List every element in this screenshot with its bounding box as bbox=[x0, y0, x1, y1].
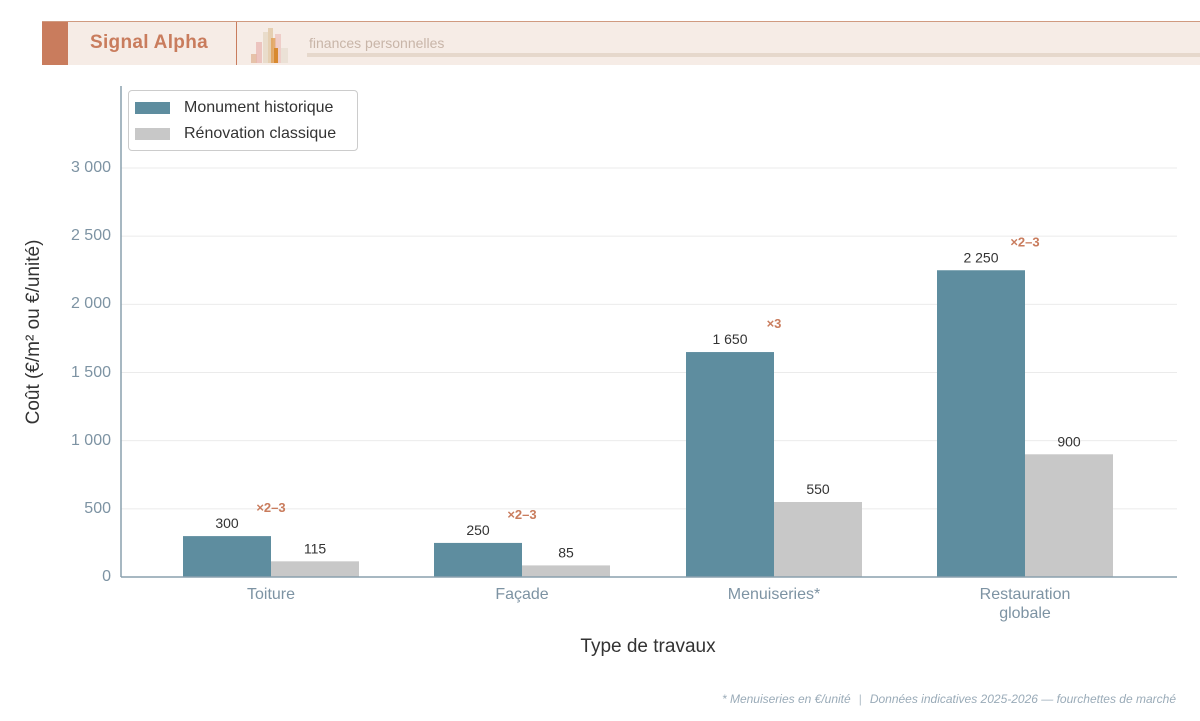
bar-monument bbox=[183, 536, 271, 577]
multiplier-annotation: ×2–3 bbox=[1010, 234, 1039, 249]
brand-name: Signal Alpha bbox=[90, 32, 208, 53]
y-axis-label: Coût (€/m² ou €/unité) bbox=[23, 239, 44, 425]
footer-separator: | bbox=[858, 692, 862, 706]
bar-value-label: 250 bbox=[466, 522, 490, 538]
bar-value-label: 1 650 bbox=[712, 331, 747, 347]
multiplier-annotation: ×3 bbox=[767, 316, 782, 331]
bar-monument bbox=[434, 542, 522, 577]
x-tick-label: Façade bbox=[495, 586, 549, 603]
bar-classique bbox=[1025, 454, 1113, 577]
bar-classique bbox=[522, 565, 610, 577]
bar-classique bbox=[271, 561, 359, 577]
bar-classique bbox=[774, 502, 862, 577]
bar-monument bbox=[937, 270, 1025, 577]
y-tick-label: 2 500 bbox=[70, 227, 111, 245]
bar-value-label: 900 bbox=[1057, 433, 1081, 449]
legend-item-classique: Rénovation classique bbox=[135, 123, 336, 145]
legend-label: Monument historique bbox=[184, 99, 334, 116]
bar-value-label: 550 bbox=[806, 481, 830, 497]
legend-swatch-monument bbox=[135, 102, 170, 114]
data-source: Données indicatives 2025-2026 — fourchet… bbox=[869, 692, 1176, 706]
y-tick-label: 500 bbox=[84, 499, 111, 517]
tagline: finances personnelles bbox=[309, 35, 445, 51]
y-tick-label: 3 000 bbox=[70, 159, 111, 176]
y-tick-label: 2 000 bbox=[70, 295, 111, 313]
footnote: * Menuiseries en €/unité bbox=[721, 692, 851, 706]
x-axis-label: Type de travaux bbox=[580, 636, 716, 657]
y-tick-label: 1 000 bbox=[70, 431, 111, 449]
bar-value-label: 2 250 bbox=[963, 249, 998, 265]
y-tick-label: 0 bbox=[102, 568, 111, 585]
legend-swatch-classique bbox=[135, 128, 170, 140]
app-header: Signal Alpha finances personnelles bbox=[42, 21, 1200, 65]
legend: Monument historique Rénovation classique bbox=[128, 90, 358, 151]
header-accent bbox=[42, 22, 68, 65]
bar-value-label: 85 bbox=[558, 544, 574, 560]
x-tick-label: Restauration globale bbox=[979, 586, 1071, 622]
legend-label: Rénovation classique bbox=[184, 125, 337, 142]
bar-value-label: 300 bbox=[215, 515, 239, 531]
y-tick-label: 1 500 bbox=[70, 363, 111, 381]
chart-footer: * Menuiseries en €/unité | Données indicat… bbox=[722, 692, 1176, 706]
x-tick-label: Toiture bbox=[246, 586, 296, 603]
bar-value-label: 115 bbox=[304, 540, 327, 556]
x-tick-label: Menuiseries* bbox=[727, 586, 821, 603]
bar-monument bbox=[686, 352, 774, 577]
multiplier-annotation: ×2–3 bbox=[507, 507, 536, 522]
multiplier-annotation: ×2–3 bbox=[256, 500, 285, 515]
header-divider bbox=[236, 22, 237, 65]
tagline-rule bbox=[307, 53, 1200, 57]
bar-chart-logo-icon bbox=[251, 28, 288, 63]
legend-item-monument: Monument historique bbox=[135, 97, 333, 119]
